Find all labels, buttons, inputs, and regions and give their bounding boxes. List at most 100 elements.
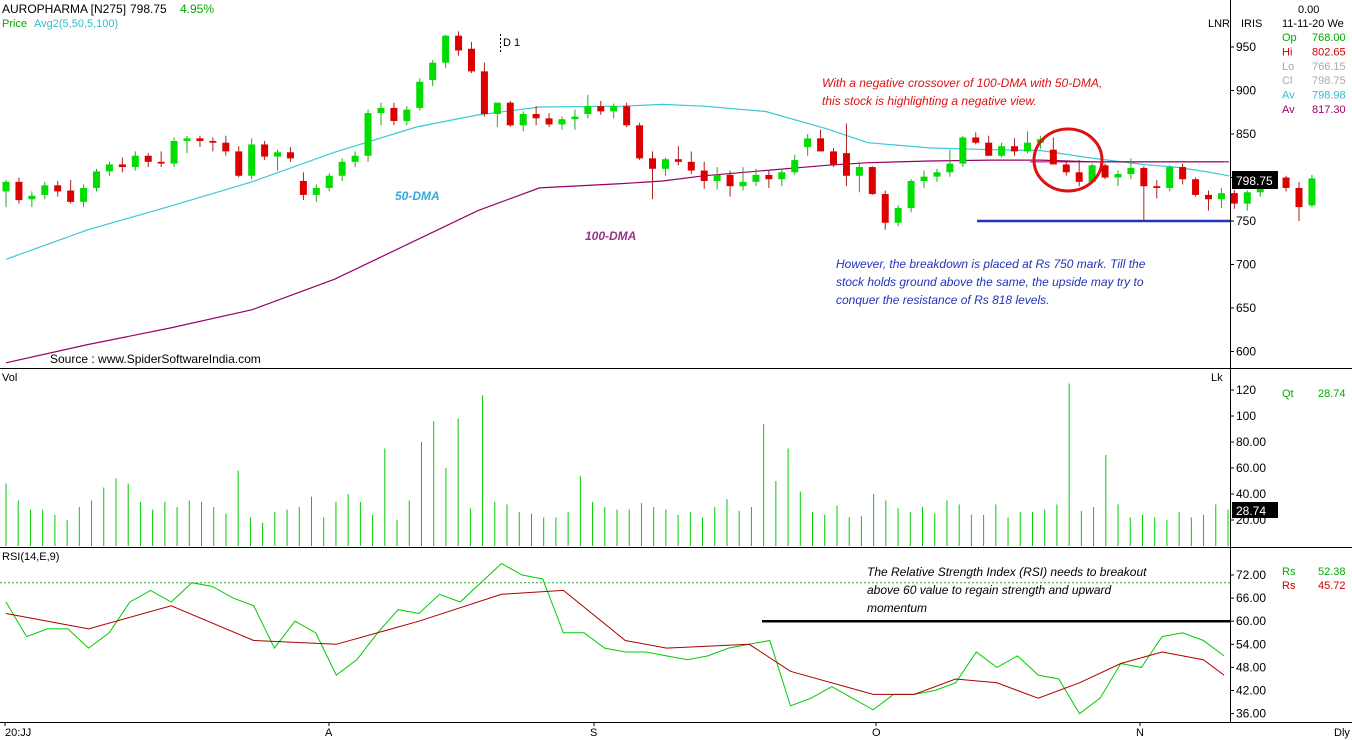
candle-body [584,106,592,114]
rsi-signal-line [5,589,1225,699]
candle-body [131,155,139,168]
candle [467,41,475,74]
rsi-lines [0,562,1230,715]
volume-badge-bg [1232,502,1278,518]
candle [778,168,786,187]
rsi-tick-label: 60.00 [1236,614,1266,628]
candle-body [894,207,902,223]
candle [325,173,333,192]
candle-body [506,102,514,126]
rsi-panel-title: RSI(14,E,9) [2,551,59,563]
study-avg2: Avg2(5,50,5,100) [34,18,118,30]
info-row-label: Hi [1282,46,1292,58]
candle-body [1153,186,1161,188]
candle [274,149,282,171]
candle [545,113,553,128]
candle-body [429,62,437,81]
candle [118,157,126,173]
candle [623,102,631,128]
candle-body [933,172,941,177]
candle [80,184,88,208]
candle [597,100,605,115]
crossover-note-line2: this stock is highlighting a negative vi… [822,94,1037,108]
info-top: 0.00 [1298,4,1319,16]
ohlc-info: Op 768.00 Hi 802.65 Lo 766.15 Cl 798.75 Av 798.98… [1282,32,1346,116]
candle [998,142,1006,158]
candle [1114,170,1122,187]
candle [765,170,773,188]
info-scale: IRIS [1241,18,1262,30]
candle [1217,187,1225,208]
candle [868,166,876,195]
candle-body [532,113,540,119]
candle-body [144,155,152,162]
candle [105,161,113,176]
candle-body [403,109,411,121]
candle [480,62,488,117]
candle-body [920,176,928,181]
candle [364,109,372,162]
dma50-label: 50-DMA [395,189,440,203]
volume-bars [5,383,1229,546]
dma100-label: 100-DMA [585,229,636,243]
candle-body [416,81,424,108]
candle-body [2,181,10,192]
time-axis: 20:JJ A S O N [4,722,1144,739]
candle [739,167,747,191]
candle [28,191,36,208]
candle-body [726,174,734,187]
candle-body [1282,177,1290,188]
rsi-tick-label: 42.00 [1236,684,1266,698]
price-badge-bg [1232,171,1278,189]
volume-unit: Lk [1211,372,1223,384]
candle-body [338,161,346,176]
candle-body [636,125,644,159]
volume-tick-label: 60.00 [1236,461,1266,475]
candle [170,137,178,168]
candle-body [312,187,320,195]
price-tick-label: 750 [1236,214,1256,228]
candle [41,181,49,200]
candle [726,170,734,197]
candle [817,129,825,152]
month-tick-label: O [872,727,881,739]
candle-body [1295,187,1303,208]
candle-body [830,151,838,165]
breakdown-note-line3: conquer the resistance of Rs 818 levels. [836,293,1049,307]
candle-body [998,146,1006,156]
candle-body [1049,149,1057,165]
candle [907,179,915,213]
candle-body [1230,193,1238,204]
candle-body [15,181,23,201]
candle [661,157,669,176]
panel-frames [0,0,1352,723]
candle [1282,175,1290,192]
candle-body [778,172,786,180]
info-row-value: 798.75 [1312,75,1346,87]
candle-body [985,142,993,156]
candle-body [855,167,863,176]
rsi-info: Rs 52.38 Rs 45.72 [1282,566,1346,592]
scale-mode-lnr: LNR [1208,18,1230,30]
candle [1127,158,1135,180]
volume-info-value: 28.74 [1318,388,1346,400]
candle-body [390,107,398,121]
rsi-line [5,562,1225,715]
price-tick-label: 600 [1236,345,1256,359]
candle [649,151,656,200]
candle [894,205,902,227]
candle [1011,138,1019,156]
candle-body [1243,192,1251,204]
candle [1295,181,1303,221]
candle [1192,177,1200,197]
info-row-value: 768.00 [1312,32,1346,44]
candle [196,135,204,148]
candle-body [261,144,269,157]
candle-body [299,180,307,195]
candle-body [1101,165,1109,178]
rsi-note-line2: above 60 value to regain strength and up… [867,583,1111,597]
candle [920,170,928,188]
candle [584,94,592,119]
candle [1062,161,1070,176]
candle-body [351,155,359,162]
